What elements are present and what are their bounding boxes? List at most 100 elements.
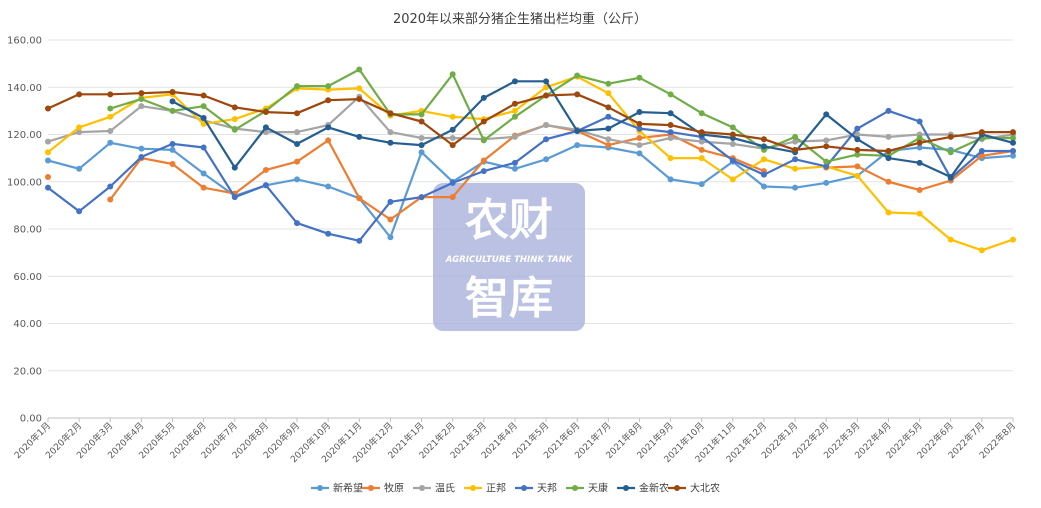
y-tick-label: 20.00	[13, 366, 42, 377]
data-point	[543, 84, 550, 91]
legend-item[interactable]: 正邦	[464, 482, 506, 495]
data-point	[636, 109, 643, 116]
data-point	[698, 181, 705, 188]
data-point	[511, 113, 518, 120]
data-point	[200, 114, 207, 121]
series-3	[45, 93, 1016, 152]
data-point	[45, 184, 51, 191]
x-axis: 2020年1月2020年2月2020年3月2020年4月2020年5月2020年…	[12, 418, 1018, 465]
data-point	[605, 113, 612, 120]
data-point	[200, 170, 207, 177]
data-point	[574, 91, 581, 98]
y-tick-label: 60.00	[13, 272, 42, 283]
data-point	[729, 140, 736, 147]
y-axis: 0.00 20.00 40.00 60.00 80.00 100.00 120.00 140.…	[7, 36, 42, 425]
data-point	[511, 100, 518, 107]
legend-item[interactable]: 天邦	[515, 482, 557, 495]
data-point	[480, 168, 487, 175]
data-point	[418, 135, 425, 142]
data-point	[449, 142, 456, 149]
data-point	[792, 165, 799, 172]
data-point	[698, 129, 705, 136]
legend-label: 天康	[588, 482, 608, 495]
legend-item[interactable]: 新希望	[311, 482, 363, 495]
data-point	[356, 85, 363, 92]
watermark-line1: 农财	[465, 195, 553, 246]
legend-item[interactable]: 金新农	[617, 482, 669, 495]
data-point	[511, 133, 518, 140]
data-point	[449, 113, 456, 120]
legend-marker	[674, 485, 680, 491]
legend-marker	[623, 485, 629, 491]
data-point	[387, 129, 394, 136]
data-point	[418, 194, 425, 201]
data-point	[729, 131, 736, 138]
data-point	[200, 184, 207, 191]
data-point	[636, 135, 643, 142]
data-point	[543, 136, 550, 143]
data-point	[480, 137, 487, 144]
data-point	[294, 220, 301, 227]
data-point	[823, 179, 830, 186]
data-point	[480, 157, 487, 164]
data-point	[418, 142, 425, 149]
data-point	[387, 139, 394, 146]
data-point	[387, 234, 394, 241]
data-point	[854, 125, 861, 132]
data-point	[138, 103, 145, 110]
data-point	[107, 91, 114, 98]
data-point	[916, 135, 923, 142]
data-point	[947, 149, 954, 156]
data-point	[1010, 152, 1016, 159]
data-point	[138, 90, 145, 97]
data-point	[294, 140, 301, 147]
data-point	[1010, 135, 1016, 142]
series-6	[107, 66, 1016, 165]
data-point	[574, 127, 581, 134]
data-point	[667, 135, 674, 142]
data-point	[387, 216, 394, 223]
data-point	[76, 129, 83, 136]
data-point	[45, 105, 51, 112]
data-point	[45, 174, 51, 181]
data-point	[480, 118, 487, 125]
data-point	[45, 157, 51, 164]
data-point	[449, 126, 456, 133]
legend-label: 正邦	[486, 482, 506, 495]
data-point	[792, 156, 799, 163]
legend-marker	[572, 485, 578, 491]
legend-item[interactable]: 温氏	[413, 483, 455, 495]
data-point	[449, 194, 456, 201]
data-point	[138, 153, 145, 160]
data-point	[231, 164, 238, 171]
data-point	[262, 109, 269, 116]
data-point	[636, 120, 643, 127]
y-tick-label: 160.00	[7, 36, 42, 47]
y-tick-label: 40.00	[13, 319, 42, 330]
data-point	[916, 187, 923, 194]
legend-item[interactable]: 大北农	[668, 482, 720, 495]
data-point	[418, 111, 425, 118]
data-point	[605, 142, 612, 149]
data-point	[511, 159, 518, 166]
data-point	[231, 194, 238, 201]
data-point	[169, 107, 176, 114]
legend-item[interactable]: 牧原	[362, 482, 404, 495]
data-point	[200, 144, 207, 151]
data-point	[854, 131, 861, 138]
data-point	[107, 139, 114, 146]
data-point	[760, 171, 767, 178]
data-point	[325, 83, 332, 90]
data-point	[854, 172, 861, 179]
data-point	[294, 129, 301, 136]
watermark-line2: AGRICULTURE THINK TANK	[445, 255, 574, 265]
data-point	[823, 143, 830, 150]
data-point	[45, 149, 51, 156]
data-point	[885, 148, 892, 155]
data-point	[231, 116, 238, 123]
data-point	[885, 133, 892, 140]
data-point	[667, 110, 674, 117]
data-point	[356, 133, 363, 140]
watermark-line3: 智库	[465, 273, 553, 324]
legend-item[interactable]: 天康	[566, 482, 608, 495]
